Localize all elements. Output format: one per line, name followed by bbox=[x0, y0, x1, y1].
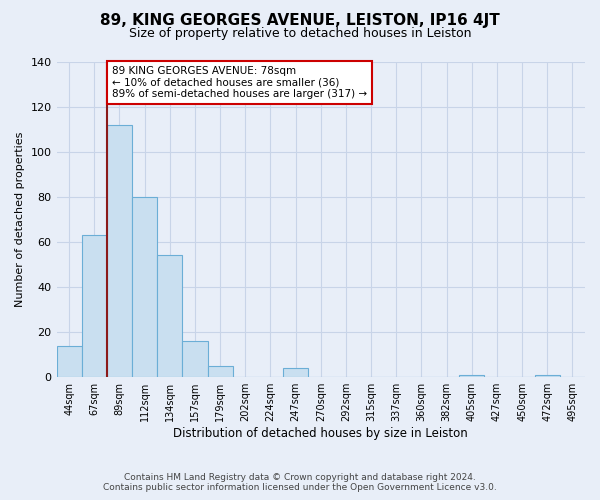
Bar bbox=[107, 124, 132, 377]
Text: Size of property relative to detached houses in Leiston: Size of property relative to detached ho… bbox=[129, 28, 471, 40]
Y-axis label: Number of detached properties: Number of detached properties bbox=[15, 132, 25, 307]
Bar bbox=[208, 366, 233, 377]
Text: 89, KING GEORGES AVENUE, LEISTON, IP16 4JT: 89, KING GEORGES AVENUE, LEISTON, IP16 4… bbox=[100, 12, 500, 28]
Bar bbox=[157, 256, 182, 377]
Bar bbox=[182, 341, 208, 377]
X-axis label: Distribution of detached houses by size in Leiston: Distribution of detached houses by size … bbox=[173, 427, 468, 440]
Bar bbox=[132, 197, 157, 377]
Bar bbox=[56, 346, 82, 377]
Bar bbox=[283, 368, 308, 377]
Bar bbox=[535, 375, 560, 377]
Bar bbox=[82, 235, 107, 377]
Bar bbox=[459, 375, 484, 377]
Text: Contains HM Land Registry data © Crown copyright and database right 2024.
Contai: Contains HM Land Registry data © Crown c… bbox=[103, 473, 497, 492]
Text: 89 KING GEORGES AVENUE: 78sqm
← 10% of detached houses are smaller (36)
89% of s: 89 KING GEORGES AVENUE: 78sqm ← 10% of d… bbox=[112, 66, 367, 99]
